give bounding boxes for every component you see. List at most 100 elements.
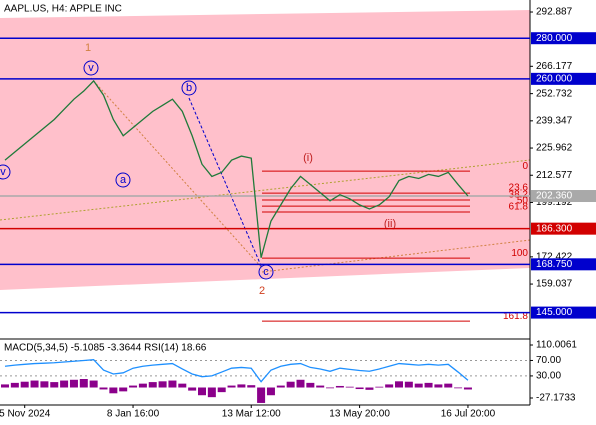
wave-label: 2 <box>259 285 265 297</box>
trend-line <box>188 97 263 269</box>
macd-bar <box>109 387 118 394</box>
macd-bar <box>227 385 236 388</box>
macd-bar <box>257 387 266 403</box>
macd-bar <box>119 387 128 392</box>
macd-bar <box>424 382 433 388</box>
y-tick-label: 212.577 <box>536 170 573 181</box>
wave-circle <box>115 172 131 188</box>
fib-label: 100 <box>511 248 528 259</box>
macd-bar <box>188 387 197 391</box>
level-box <box>531 258 596 271</box>
x-tick-label: 8 Jan 16:00 <box>107 409 160 420</box>
wave-circle <box>181 80 197 96</box>
macd-bar <box>40 381 49 388</box>
macd-bar <box>60 380 69 388</box>
macd-bar <box>20 381 29 388</box>
channel <box>0 10 530 290</box>
y-tick-label: 239.347 <box>536 115 573 126</box>
chart-title: AAPL.US, H4: APPLE INC <box>4 4 122 15</box>
fib-label: 0 <box>522 161 528 172</box>
x-tick-label: 13 May 20:00 <box>329 409 390 420</box>
macd-bar <box>286 381 295 388</box>
macd-bar <box>355 387 364 390</box>
wave-label: b <box>186 82 192 94</box>
wave-label: c <box>263 266 269 278</box>
trend-line <box>0 159 531 221</box>
macd-bar <box>365 387 374 390</box>
macd-bar <box>89 380 98 388</box>
y-tick-label: 70.00 <box>536 355 561 366</box>
x-tick-label: 5 Nov 2024 <box>0 409 51 420</box>
macd-bar <box>444 383 453 388</box>
wave-circle <box>83 60 99 76</box>
macd-bar <box>30 380 39 388</box>
level-label: 260.000 <box>536 74 573 85</box>
x-tick-label: 16 Jul 20:00 <box>441 409 496 420</box>
macd-bar <box>276 385 285 388</box>
y-tick-label: 159.037 <box>536 279 573 290</box>
macd-bar <box>129 385 138 388</box>
macd-bar <box>404 381 413 388</box>
macd-bar <box>395 381 403 388</box>
level-label: 186.300 <box>536 223 573 234</box>
level-box <box>531 32 596 45</box>
macd-bar <box>296 379 305 388</box>
macd-bar <box>335 385 344 388</box>
macd-bar <box>69 379 78 388</box>
wave-label: a <box>120 174 127 186</box>
macd-bar <box>454 387 463 389</box>
wave-label: v <box>88 62 94 74</box>
fib-label: 50 <box>517 196 529 207</box>
level-box <box>531 190 596 203</box>
y-tick-label: 199.192 <box>536 197 573 208</box>
macd-bar <box>99 387 108 390</box>
trend-line <box>261 239 531 273</box>
macd-bar <box>414 383 423 388</box>
macd-bar <box>316 385 325 388</box>
trend-line <box>90 77 263 269</box>
macd-bar <box>138 383 147 388</box>
indicator-label: MACD(5,34,5) -5.1085 -3.3644 RSI(14) 18.… <box>4 343 207 354</box>
wave-label: 1 <box>85 42 91 54</box>
wave-label: v <box>0 166 6 178</box>
level-label: 145.000 <box>536 307 573 318</box>
y-tick-label: 266.177 <box>536 61 573 72</box>
macd-bar <box>50 382 59 388</box>
x-tick-label: 13 Mar 12:00 <box>222 409 281 420</box>
macd-bar <box>207 387 216 398</box>
macd-bar <box>434 384 443 388</box>
macd-bar <box>1 384 9 388</box>
fib-label: 61.8 <box>509 202 529 213</box>
fib-label: 38.2 <box>509 190 529 201</box>
y-tick-label: 252.732 <box>536 88 573 99</box>
macd-bar <box>79 379 88 388</box>
wave-label: (i) <box>303 152 313 164</box>
fib-label: 161.8 <box>503 311 528 322</box>
level-box <box>531 306 596 319</box>
y-tick-label: -27.1733 <box>536 393 576 404</box>
macd-bar <box>198 387 206 396</box>
macd-bar <box>375 386 384 388</box>
y-tick-label: 172.422 <box>536 252 573 263</box>
macd-bar <box>345 386 354 388</box>
macd-bar <box>158 381 167 388</box>
macd-bar <box>217 387 226 393</box>
macd-bar <box>306 382 315 388</box>
level-label: 168.750 <box>536 259 573 270</box>
level-box <box>531 222 596 235</box>
wave-label: (ii) <box>384 218 396 230</box>
macd-bar <box>385 384 394 388</box>
macd-bar <box>266 387 275 396</box>
rsi-line <box>4 359 469 383</box>
macd-bar <box>326 387 335 389</box>
macd-bar <box>148 382 157 388</box>
level-box <box>531 72 596 85</box>
macd-bar <box>237 384 246 388</box>
y-tick-label: 225.962 <box>536 143 573 154</box>
y-tick-label: 30.00 <box>536 371 561 382</box>
level-label: 280.000 <box>536 33 573 44</box>
price-line <box>4 79 469 258</box>
macd-bar <box>178 383 187 388</box>
y-tick-label: 110.0061 <box>536 340 577 351</box>
